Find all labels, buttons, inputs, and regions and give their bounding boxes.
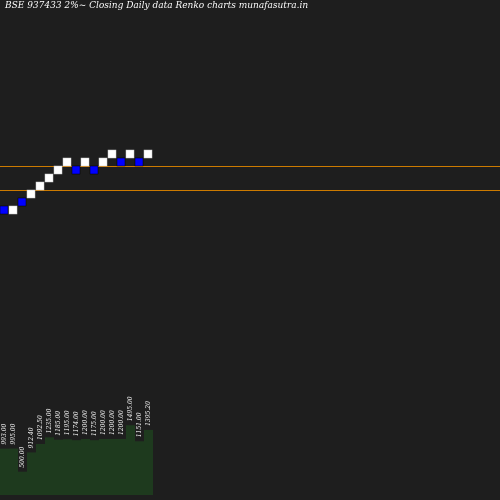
renko-brick-down xyxy=(0,205,9,215)
volume-label: 1200.00 xyxy=(109,410,116,435)
volume-label: 1395.20 xyxy=(145,401,152,426)
volume-bar xyxy=(99,439,108,495)
volume-bar xyxy=(18,471,27,495)
renko-bricks xyxy=(0,149,153,215)
volume-bar xyxy=(90,440,99,495)
renko-brick-down xyxy=(134,157,144,167)
renko-brick-up xyxy=(80,157,90,167)
volume-bar xyxy=(9,448,18,495)
volume-bar xyxy=(135,441,144,495)
volume-label: 1200.00 xyxy=(100,410,107,435)
volume-bar xyxy=(108,439,117,495)
volume-label: 1175.00 xyxy=(91,411,98,436)
volume-label: 1185.00 xyxy=(55,411,62,436)
volume-layer xyxy=(0,425,153,495)
volume-bar xyxy=(27,452,36,495)
volume-bar xyxy=(126,425,135,495)
volume-bar xyxy=(63,439,72,495)
renko-brick-up xyxy=(44,173,54,183)
volume-bar xyxy=(72,440,81,495)
volume-label: 1495.00 xyxy=(127,396,134,421)
volume-bar xyxy=(81,439,90,495)
volume-bar xyxy=(117,439,126,495)
reference-lines xyxy=(0,166,500,191)
renko-brick-up xyxy=(107,149,117,159)
renko-brick-up xyxy=(53,165,63,175)
volume-label: 995.00 xyxy=(10,423,17,444)
volume-label: 912.40 xyxy=(28,427,35,448)
renko-brick-down xyxy=(116,157,126,167)
volume-bar xyxy=(54,439,63,495)
volume-label: 1200.00 xyxy=(82,410,89,435)
renko-brick-up xyxy=(62,157,72,167)
renko-brick-up xyxy=(143,149,153,159)
volume-label: 993.00 xyxy=(1,423,8,444)
volume-label: 1174.00 xyxy=(73,411,80,436)
volume-bar xyxy=(36,444,45,495)
renko-brick-down xyxy=(17,197,27,207)
renko-brick-up xyxy=(26,189,36,199)
volume-bar xyxy=(144,429,153,495)
renko-brick-down xyxy=(71,165,81,175)
renko-brick-up xyxy=(35,181,45,191)
volume-label: 1092.50 xyxy=(37,415,44,440)
volume-label: 1195.00 xyxy=(64,410,71,435)
volume-label: 1151.00 xyxy=(136,412,143,437)
volume-label: 1235.00 xyxy=(46,408,53,433)
volume-bar xyxy=(45,437,54,495)
renko-brick-down xyxy=(89,165,99,175)
volume-bar xyxy=(0,448,9,495)
renko-brick-up xyxy=(125,149,135,159)
chart-title: BSE 937433 2%~ Closing Daily data Renko … xyxy=(5,1,309,11)
renko-brick-up xyxy=(98,157,108,167)
volume-label: 1200.00 xyxy=(118,410,125,435)
volume-label: 500.00 xyxy=(19,446,26,467)
renko-brick-up xyxy=(8,205,18,215)
